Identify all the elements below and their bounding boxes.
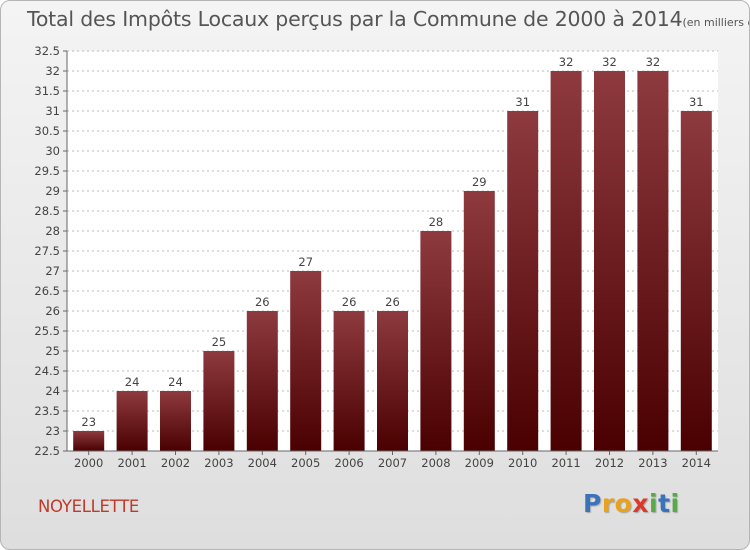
y-tick-label: 28 — [45, 224, 60, 238]
y-tick-label: 27 — [45, 264, 60, 278]
value-label: 26 — [342, 295, 357, 309]
bar-2007 — [377, 311, 408, 451]
y-tick-label: 23 — [45, 424, 60, 438]
logo-letter: t — [658, 489, 671, 518]
chart-title: Total des Impôts Locaux perçus par la Co… — [27, 7, 749, 31]
value-label: 25 — [212, 335, 227, 349]
value-label: 27 — [298, 255, 313, 269]
bar-2011 — [550, 71, 582, 451]
value-label: 24 — [168, 375, 183, 389]
value-label: 24 — [125, 375, 140, 389]
logo-letter: x — [632, 489, 649, 518]
x-tick-label: 2005 — [291, 456, 320, 470]
bar-2004 — [246, 311, 278, 451]
x-tick-label: 2007 — [378, 456, 407, 470]
y-tick-label: 31.5 — [34, 84, 60, 98]
y-tick-label: 25.5 — [34, 324, 60, 338]
proxiti-logo: Proxiti — [583, 489, 680, 518]
y-tick-label: 32 — [45, 64, 60, 78]
x-tick-label: 2006 — [334, 456, 363, 470]
y-tick-label: 26 — [45, 304, 60, 318]
bar-2005 — [290, 271, 322, 451]
x-tick-label: 2010 — [508, 456, 537, 470]
value-label: 26 — [385, 295, 400, 309]
chart-title-text: Total des Impôts Locaux perçus par la Co… — [27, 7, 683, 31]
x-tick-label: 2011 — [551, 456, 580, 470]
x-tick-label: 2001 — [117, 456, 146, 470]
commune-name: NOYELLETTE — [38, 497, 140, 516]
value-label: 32 — [602, 55, 617, 69]
value-label: 32 — [646, 55, 661, 69]
x-tick-label: 2014 — [682, 456, 711, 470]
x-tick-label: 2012 — [595, 456, 624, 470]
bar-2006 — [333, 311, 365, 451]
bar-2013 — [637, 71, 669, 451]
logo-letter: P — [583, 489, 602, 518]
x-tick-label: 2002 — [161, 456, 190, 470]
y-tick-label: 27.5 — [34, 244, 60, 258]
bar-2001 — [116, 391, 148, 451]
x-tick-label: 2013 — [638, 456, 667, 470]
bar-2008 — [420, 231, 452, 451]
x-tick-label: 2000 — [74, 456, 103, 470]
x-tick-label: 2008 — [421, 456, 450, 470]
value-label: 23 — [81, 415, 96, 429]
y-tick-label: 29 — [45, 184, 60, 198]
value-label: 32 — [559, 55, 574, 69]
value-label: 28 — [429, 215, 444, 229]
value-labels: 23 24 24 25 26 27 26 26 28 29 31 32 32 32 31 — [81, 55, 703, 429]
y-tick-label: 30.5 — [34, 124, 60, 138]
logo-letter: i — [670, 489, 680, 518]
bar-2014 — [680, 111, 712, 451]
y-tick-label: 32.5 — [34, 44, 60, 58]
bar-2003 — [203, 351, 235, 451]
value-label: 31 — [515, 95, 530, 109]
logo-letter: o — [614, 489, 633, 518]
y-tick-label: 25 — [45, 344, 60, 358]
bar-2000 — [73, 431, 105, 451]
y-tick-label: 23.5 — [34, 404, 60, 418]
y-tick-label: 24 — [45, 384, 60, 398]
x-tick-labels: 2000 2001 2002 2003 2004 2005 2006 2007 2008 2009… — [74, 451, 711, 470]
y-tick-label: 24.5 — [34, 364, 60, 378]
logo-letter: r — [601, 489, 615, 518]
x-tick-label: 2004 — [248, 456, 277, 470]
logo-letter: i — [649, 489, 659, 518]
bar-2009 — [463, 191, 495, 451]
y-tick-label: 28.5 — [34, 204, 60, 218]
x-tick-label: 2009 — [465, 456, 494, 470]
bar-2002 — [160, 391, 191, 451]
bar-2012 — [594, 71, 625, 451]
y-tick-labels: 22.5 23 23.5 24 24.5 25 25.5 26 26.5 27 27.5 28 28.5… — [34, 44, 67, 458]
y-tick-label: 26.5 — [34, 284, 60, 298]
bars — [73, 71, 712, 451]
chart-subtitle: (en milliers d'€) — [682, 16, 749, 29]
value-label: 26 — [255, 295, 270, 309]
y-tick-label: 22.5 — [34, 444, 60, 458]
bar-2010 — [507, 111, 539, 451]
x-tick-label: 2003 — [204, 456, 233, 470]
y-tick-label: 30 — [45, 144, 60, 158]
y-tick-label: 31 — [45, 104, 60, 118]
y-tick-label: 29.5 — [34, 164, 60, 178]
value-label: 29 — [472, 175, 487, 189]
value-label: 31 — [689, 95, 704, 109]
